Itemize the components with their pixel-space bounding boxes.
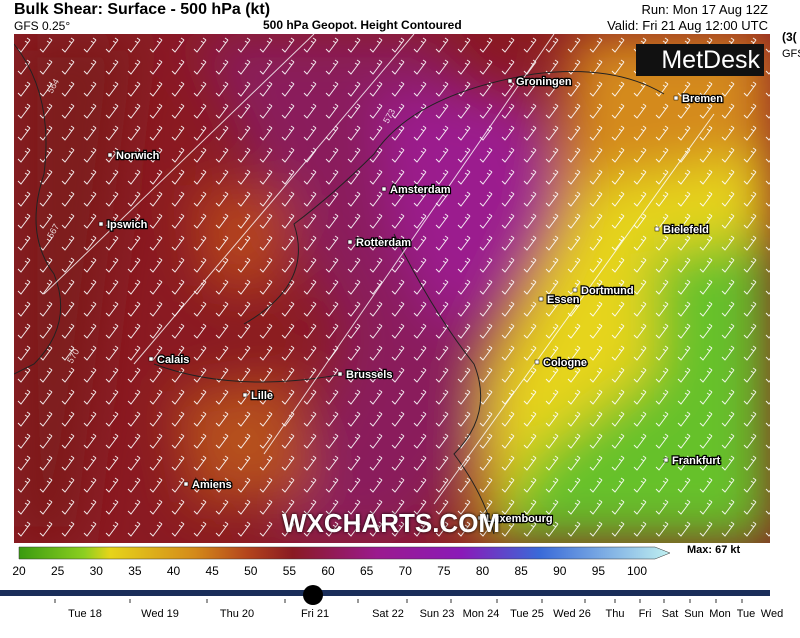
timeline-label: Sun bbox=[684, 608, 704, 620]
legend-tick-label: 65 bbox=[360, 564, 374, 578]
timeline-label: Wed 26 bbox=[553, 608, 591, 620]
timeline-label: Wed bbox=[761, 608, 783, 620]
timeline-label: Mon 24 bbox=[463, 608, 500, 620]
legend-tick-label: 30 bbox=[90, 564, 104, 578]
subtitle: 500 hPa Geopot. Height Contoured bbox=[263, 18, 462, 32]
city-label: Norwich bbox=[116, 150, 160, 162]
city-label: Essen bbox=[547, 294, 580, 306]
city-label: Groningen bbox=[516, 76, 572, 88]
timeline-label: Thu 20 bbox=[220, 608, 254, 620]
legend-tick-label: 100 bbox=[627, 564, 647, 578]
timeline-label: Sat bbox=[662, 608, 679, 620]
city-label: Frankfurt bbox=[672, 455, 721, 467]
city-dot bbox=[654, 226, 660, 232]
city-dot bbox=[673, 95, 679, 101]
legend-area: 20 25 30 35 40 45 50 55 60 65 70 75 80 85 90 95 100 Tue 1… bbox=[0, 546, 783, 620]
map: Groningen Bremen Norwich Amsterdam Ipswich Bi… bbox=[14, 34, 770, 543]
legend-tick-label: 55 bbox=[283, 564, 297, 578]
side-text: GFS bbox=[782, 48, 800, 60]
city-label: Amiens bbox=[192, 479, 232, 491]
city-label: Rotterdam bbox=[356, 237, 411, 249]
legend-tick-label: 50 bbox=[244, 564, 258, 578]
city-dot bbox=[337, 371, 343, 377]
city-dot bbox=[148, 356, 154, 362]
legend-tick-label: 35 bbox=[128, 564, 142, 578]
legend-tick-label: 80 bbox=[476, 564, 490, 578]
legend-tick-label: 95 bbox=[592, 564, 606, 578]
title: Bulk Shear: Surface - 500 hPa (kt) bbox=[14, 1, 271, 18]
timeline-label: Wed 19 bbox=[141, 608, 179, 620]
city-dot bbox=[477, 515, 483, 521]
city-label: Calais bbox=[157, 354, 189, 366]
city-label: Dortmund bbox=[581, 285, 634, 297]
run: Run: Mon 17 Aug 12Z bbox=[641, 2, 768, 17]
timeline-label: Sun 23 bbox=[420, 608, 455, 620]
model: GFS 0.25° bbox=[14, 19, 71, 33]
legend-tick-label: 75 bbox=[437, 564, 451, 578]
city-label: Luxembourg bbox=[486, 513, 553, 525]
city-dot bbox=[572, 287, 578, 293]
city-dot bbox=[98, 221, 104, 227]
city-label: Amsterdam bbox=[390, 184, 451, 196]
timeline-label: Tue 18 bbox=[68, 608, 102, 620]
legend-tick-label: 20 bbox=[12, 564, 26, 578]
legend-tick-label: 40 bbox=[167, 564, 181, 578]
city-label: Bielefeld bbox=[663, 224, 709, 236]
timeline-label: Tue bbox=[737, 608, 756, 620]
timeline-label: Mon bbox=[709, 608, 730, 620]
valid: Valid: Fri 21 Aug 12:00 UTC bbox=[607, 18, 768, 33]
brand: MetDesk bbox=[636, 44, 764, 76]
city-dot bbox=[242, 392, 248, 398]
legend-tick-label: 25 bbox=[51, 564, 65, 578]
timeline-label: Tue 25 bbox=[510, 608, 544, 620]
timeline-label: Fri bbox=[639, 608, 652, 620]
city-label: Lille bbox=[251, 390, 273, 402]
legend-tick-label: 60 bbox=[321, 564, 335, 578]
city-dot bbox=[107, 152, 113, 158]
timeline-label: Fri 21 bbox=[301, 608, 329, 620]
side-text: (3( bbox=[782, 30, 797, 44]
legend-tick-label: 70 bbox=[399, 564, 413, 578]
legend-max: Max: 67 kt bbox=[687, 544, 741, 556]
city-label: Bremen bbox=[682, 93, 723, 105]
legend-tick-label: 90 bbox=[553, 564, 567, 578]
city-label: Ipswich bbox=[107, 219, 148, 231]
watermark: WXCHARTS.COM bbox=[282, 508, 501, 538]
city-dot bbox=[534, 359, 540, 365]
legend-tick-label: 85 bbox=[514, 564, 528, 578]
city-dot bbox=[663, 457, 669, 463]
city-dot bbox=[183, 481, 189, 487]
city-dot bbox=[507, 78, 513, 84]
city-label: Brussels bbox=[346, 369, 392, 381]
city-dot bbox=[381, 186, 387, 192]
city-dot bbox=[538, 296, 544, 302]
city-dot bbox=[347, 239, 353, 245]
legend-tick-label: 45 bbox=[205, 564, 219, 578]
city-label: Cologne bbox=[543, 357, 587, 369]
timeline-label: Thu bbox=[606, 608, 625, 620]
timeline-label: Sat 22 bbox=[372, 608, 404, 620]
